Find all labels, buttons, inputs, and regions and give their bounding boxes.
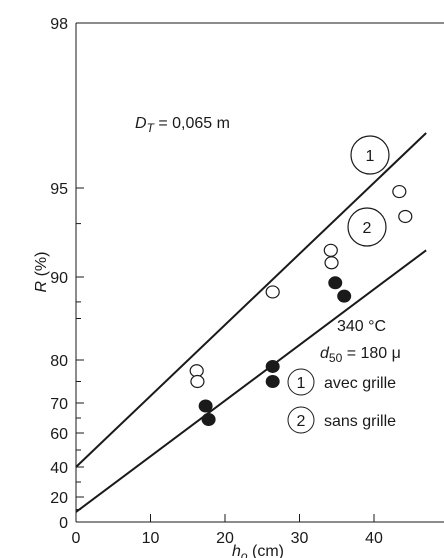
y-ticks: 0 20 40 60 70 80 90 95 98 — [50, 16, 84, 532]
diameter-annotation: DT = 0,065 m — [135, 115, 230, 135]
series-1-callout: 1 — [350, 135, 390, 175]
particle-subscript: 50 — [329, 351, 343, 365]
data-point-series-1 — [190, 374, 205, 389]
fit-line-series-2 — [75, 249, 427, 513]
x-tick-label: 40 — [365, 530, 383, 547]
x-ticks: 0 10 20 30 40 — [72, 514, 383, 547]
legend-2-number: 2 — [297, 413, 306, 430]
legend: 1 avec grille 2 sans grille — [287, 368, 396, 434]
x-axis-title: ho (cm) — [232, 543, 284, 558]
data-point-series-2 — [337, 289, 352, 303]
legend-1-label: avec grille — [324, 375, 396, 392]
diameter-value: = 0,065 m — [154, 115, 230, 132]
data-point-series-1 — [265, 285, 280, 299]
x-tick-label: 30 — [291, 530, 309, 547]
data-point-series-1 — [324, 256, 339, 270]
data-point-series-2 — [201, 413, 216, 426]
axes — [75, 22, 444, 523]
y-tick-label: 70 — [50, 396, 68, 413]
data-points — [189, 184, 413, 426]
y-tick-label: 80 — [50, 353, 68, 370]
fit-line-series-1 — [75, 132, 427, 468]
data-point-series-2 — [265, 359, 280, 373]
data-point-series-2 — [328, 276, 343, 290]
legend-2-label: sans grille — [324, 413, 396, 430]
y-axis-title: R (%) — [33, 252, 50, 293]
particle-value: = 180 μ — [342, 345, 401, 362]
data-point-series-1 — [392, 184, 407, 199]
x-axis-title-sub: o — [241, 549, 248, 558]
legend-entry-1: 1 avec grille — [287, 368, 396, 396]
data-point-series-2 — [198, 399, 213, 413]
fit-lines — [75, 132, 427, 513]
y-tick-label: 60 — [50, 426, 68, 443]
legend-2-circle — [287, 406, 315, 434]
x-tick-label: 20 — [216, 530, 234, 547]
series-1-callout-circle — [350, 135, 390, 175]
particle-label: d — [320, 345, 330, 362]
y-tick-label: 0 — [59, 515, 68, 532]
y-tick-label: 40 — [50, 460, 68, 477]
data-point-series-2 — [265, 375, 280, 388]
x-tick-label: 0 — [72, 530, 81, 547]
legend-1-circle — [287, 368, 315, 396]
y-tick-label: 20 — [50, 490, 68, 507]
data-point-series-1 — [398, 209, 413, 224]
temperature-annotation: 340 °C — [337, 318, 386, 335]
legend-entry-2: 2 sans grille — [287, 406, 396, 434]
diameter-subscript: T — [147, 121, 156, 135]
y-tick-label: 90 — [50, 270, 68, 287]
y-tick-label: 95 — [50, 181, 68, 198]
y-tick-label: 98 — [50, 16, 68, 33]
x-tick-label: 10 — [142, 530, 160, 547]
series-2-callout-number: 2 — [363, 220, 372, 237]
x-axis-title-main: h — [232, 543, 241, 558]
legend-1-number: 1 — [297, 375, 306, 392]
series-2-callout-circle — [347, 207, 387, 247]
data-point-series-1 — [323, 243, 338, 257]
y-axis-title-unit: (%) — [33, 252, 50, 281]
x-axis-title-unit: (cm) — [248, 543, 284, 558]
diameter-label: D — [135, 115, 147, 132]
y-axis-title-main: R — [33, 280, 50, 292]
particle-size-annotation: d50 = 180 μ — [320, 345, 401, 365]
series-2-callout: 2 — [347, 207, 387, 247]
series-1-callout-number: 1 — [366, 148, 375, 165]
